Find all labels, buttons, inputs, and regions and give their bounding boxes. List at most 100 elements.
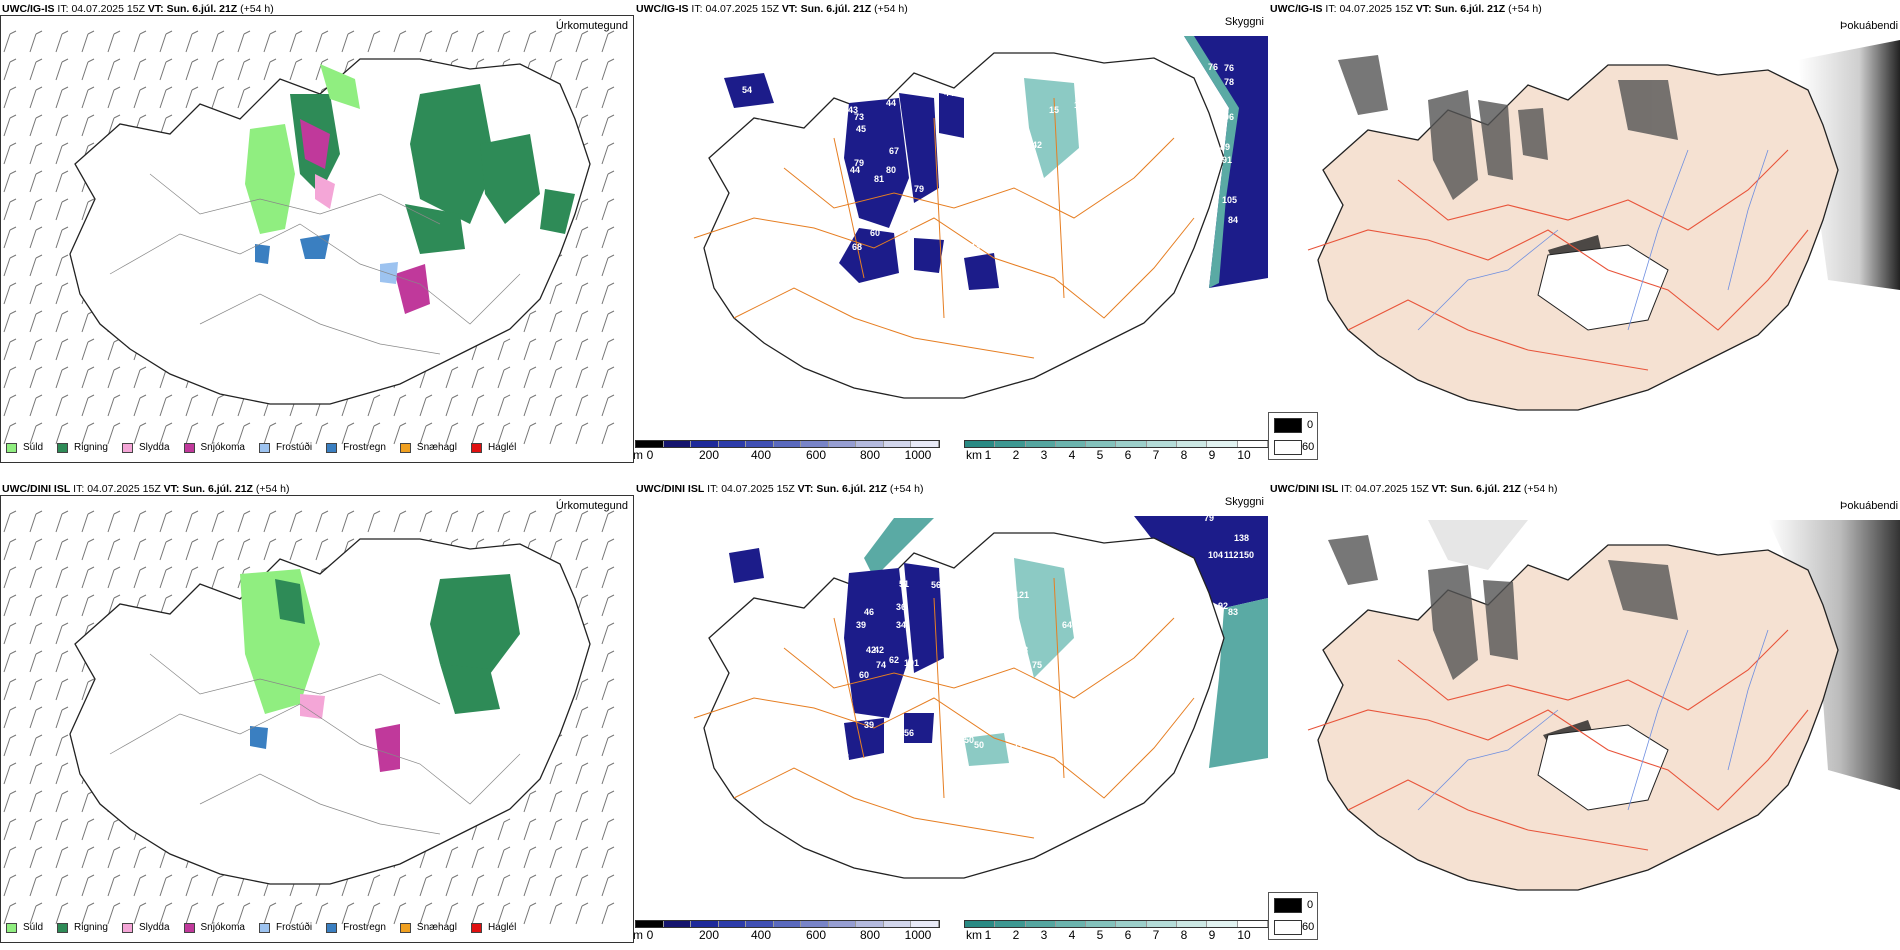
wind-barb (185, 566, 199, 589)
wind-barb (3, 762, 17, 785)
wind-barb (81, 338, 95, 361)
visibility-value-label: 64 (1062, 620, 1072, 630)
wind-barb (575, 510, 589, 533)
wind-barb (29, 846, 43, 869)
wind-barb (523, 394, 537, 417)
visibility-area (899, 93, 939, 203)
visibility-value-label: 79 (854, 158, 864, 168)
visibility-area (729, 548, 764, 583)
wind-barb (601, 622, 615, 645)
row2-precip-panel: UWC/DINI ISL IT: 04.07.2025 15Z VT: Sun.… (0, 480, 634, 950)
wind-barb (55, 394, 69, 417)
row2-fog-panel: UWC/DINI ISL IT: 04.07.2025 15Z VT: Sun.… (1268, 480, 1900, 950)
wind-barb (575, 310, 589, 333)
wind-barb (211, 422, 225, 445)
wind-barb (523, 790, 537, 813)
wind-barb (367, 30, 381, 53)
visibility-value-label: 42 (1032, 140, 1042, 150)
wind-barb (575, 394, 589, 417)
wind-barb (237, 58, 251, 81)
wind-barb (29, 538, 43, 561)
wind-barb (107, 366, 121, 389)
wind-barb (211, 58, 225, 81)
colorbar-cell (856, 441, 884, 447)
wind-barb (601, 366, 615, 389)
panel-header: UWC/DINI ISL IT: 04.07.2025 15Z VT: Sun.… (2, 483, 290, 495)
legend-item: Rigning (57, 922, 108, 933)
wind-barb (549, 282, 563, 305)
wind-barb (29, 30, 43, 53)
wind-barb (29, 394, 43, 417)
wind-barb (81, 394, 95, 417)
wind-barb (29, 734, 43, 757)
wind-barb (55, 422, 69, 445)
wind-barb (601, 874, 615, 897)
wind-barb (367, 422, 381, 445)
freezing-rain-area (250, 726, 268, 749)
wind-barb (497, 818, 511, 841)
legend-swatch (183, 922, 195, 933)
rain-area (480, 134, 540, 224)
fog-area (1428, 565, 1478, 680)
wind-barb (55, 902, 69, 925)
wind-barb (3, 790, 17, 813)
wind-barb (3, 818, 17, 841)
visibility-value-label: 38 (1018, 645, 1028, 655)
wind-barb (237, 86, 251, 109)
fog-swatch (1274, 920, 1302, 935)
wind-barb (549, 790, 563, 813)
wind-barb (55, 86, 69, 109)
visibility-area (914, 238, 944, 273)
fog-legend: 0 60 (1268, 412, 1318, 460)
wind-barb (367, 394, 381, 417)
wind-barb (3, 678, 17, 701)
wind-barb (3, 566, 17, 589)
precip-areas (240, 569, 520, 772)
wind-barb (133, 874, 147, 897)
wind-barb (185, 902, 199, 925)
visibility-value-label: 46 (864, 607, 874, 617)
wind-barb (237, 422, 251, 445)
colorbar-cell (828, 921, 857, 927)
legend-swatch (258, 442, 270, 453)
wind-barb (263, 510, 277, 533)
wind-barb (29, 226, 43, 249)
colorbar-cell (1237, 921, 1268, 927)
visibility-value-label: 112 (1224, 550, 1239, 560)
visibility-value-label: 54 (742, 85, 752, 95)
sea-fog-edge (864, 518, 934, 578)
wind-barb (601, 226, 615, 249)
wind-barb (575, 706, 589, 729)
legend-item: Slydda (121, 442, 170, 453)
low-visibility-areas (729, 548, 1074, 766)
wind-barb (523, 366, 537, 389)
visibility-value-label: 150 (1239, 550, 1254, 560)
visibility-value-label: 76 (1224, 63, 1234, 73)
legend-item: Súld (6, 442, 43, 453)
visibility-value-label: 84 (1228, 215, 1238, 225)
wind-barb (3, 902, 17, 925)
wind-barb (55, 818, 69, 841)
wind-barb (133, 366, 147, 389)
wind-barb (601, 902, 615, 925)
wind-barb (3, 198, 17, 221)
wind-barb (393, 902, 407, 925)
wind-barb (81, 58, 95, 81)
rain-area (430, 574, 520, 674)
visibility-value-label: 67 (836, 598, 846, 608)
rain-area (410, 84, 495, 224)
wind-barb (445, 902, 459, 925)
wind-barb (29, 594, 43, 617)
wind-barb (3, 510, 17, 533)
wind-barb (29, 310, 43, 333)
colorbar-unit: km (966, 448, 982, 462)
wind-barb (81, 594, 95, 617)
wind-barb (55, 30, 69, 53)
wind-barb (107, 338, 121, 361)
wind-barb (315, 538, 329, 561)
wind-barb (55, 510, 69, 533)
visibility-value-label: 36 (896, 602, 906, 612)
fog-swatch (1274, 898, 1302, 913)
legend-swatch (470, 922, 482, 933)
wind-barb (3, 86, 17, 109)
